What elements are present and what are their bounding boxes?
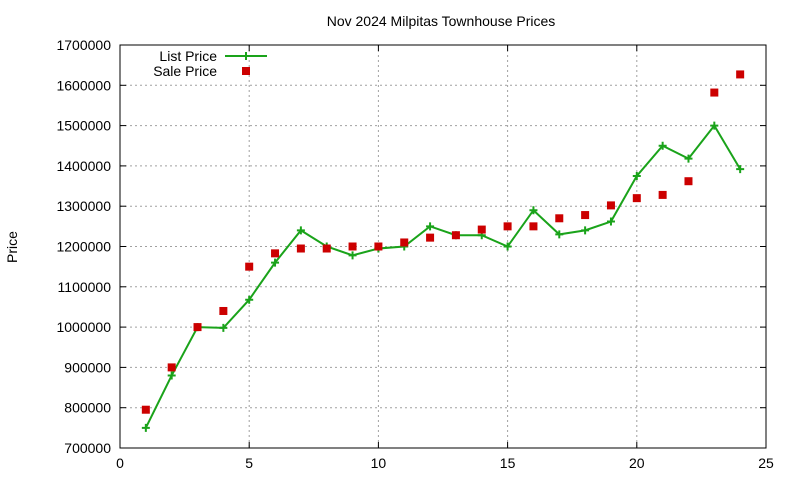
y-tick-label: 1700000: [56, 37, 111, 53]
x-tick-label: 20: [629, 455, 645, 471]
list-price-point: [581, 226, 590, 235]
x-tick-label: 5: [245, 455, 253, 471]
y-tick-label: 1500000: [56, 118, 111, 134]
list-price-point: [245, 295, 254, 304]
list-price-point: [606, 217, 615, 226]
list-price-point: [271, 258, 280, 267]
list-price-point: [529, 206, 538, 215]
list-price-point: [710, 121, 719, 130]
chart-title: Nov 2024 Milpitas Townhouse Prices: [327, 13, 556, 29]
sale-price-point: [632, 194, 641, 203]
list-price-line: [144, 123, 742, 429]
sale-price-point: [271, 249, 280, 258]
x-tick-label: 15: [500, 455, 516, 471]
sale-price-point: [193, 323, 202, 332]
list-price-point: [632, 171, 641, 180]
sale-price-point: [374, 242, 383, 251]
sale-price-point: [167, 363, 176, 372]
sale-price-point: [451, 231, 460, 240]
y-tick-label: 1200000: [56, 239, 111, 255]
list-price-point: [555, 230, 564, 239]
sale-price-point: [348, 242, 357, 251]
list-price-point: [141, 423, 150, 432]
x-tick-label: 0: [116, 455, 124, 471]
sale-price-point: [684, 177, 693, 186]
sale-price-point: [426, 233, 435, 242]
y-tick-label: 700000: [64, 440, 111, 456]
y-tick-label: 1000000: [56, 319, 111, 335]
legend-label-list-price: List Price: [159, 48, 217, 64]
list-price-point: [503, 242, 512, 251]
legend-marker-sale-price: [242, 67, 250, 75]
list-price-point: [684, 154, 693, 163]
series-layer: [141, 70, 745, 432]
y-tick-label: 1600000: [56, 77, 111, 93]
legend-marker-list-price: [242, 52, 250, 60]
sale-price-point: [219, 306, 228, 315]
sale-price-point: [710, 88, 719, 97]
sale-price-point: [555, 214, 564, 223]
sale-price-point: [606, 201, 615, 210]
sale-price-point: [245, 262, 254, 271]
list-price-point: [296, 226, 305, 235]
grid: [120, 45, 766, 448]
y-tick-label: 800000: [64, 400, 111, 416]
sale-price-point: [322, 244, 331, 253]
list-price-point: [167, 371, 176, 380]
sale-price-point: [477, 225, 486, 234]
list-price-point: [426, 222, 435, 231]
sale-price-point: [581, 211, 590, 220]
list-price-point: [348, 251, 357, 260]
y-tick-label: 1300000: [56, 198, 111, 214]
sale-price-point: [296, 244, 305, 253]
y-tick-label: 1400000: [56, 158, 111, 174]
sale-price-point: [400, 238, 409, 247]
sale-price-point: [529, 222, 538, 231]
sale-price-point: [503, 222, 512, 231]
list-price-point: [658, 141, 667, 150]
axes: 0 5 10 15 20 25 700000 800000 900000 1000000 11000…: [56, 37, 774, 471]
sale-price-point: [658, 190, 667, 199]
y-tick-label: 1100000: [58, 279, 112, 295]
sale-price-point: [736, 70, 745, 79]
legend-label-sale-price: Sale Price: [153, 63, 217, 79]
x-tick-label: 25: [758, 455, 774, 471]
sale-price-point: [141, 405, 150, 414]
x-tick-label: 10: [371, 455, 387, 471]
list-price-point: [219, 323, 228, 332]
list-price-point: [736, 165, 745, 174]
y-axis-label: Price: [4, 231, 20, 263]
y-tick-label: 900000: [64, 359, 111, 375]
